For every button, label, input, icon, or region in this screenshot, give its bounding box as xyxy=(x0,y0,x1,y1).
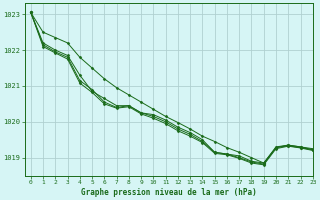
X-axis label: Graphe pression niveau de la mer (hPa): Graphe pression niveau de la mer (hPa) xyxy=(81,188,257,197)
